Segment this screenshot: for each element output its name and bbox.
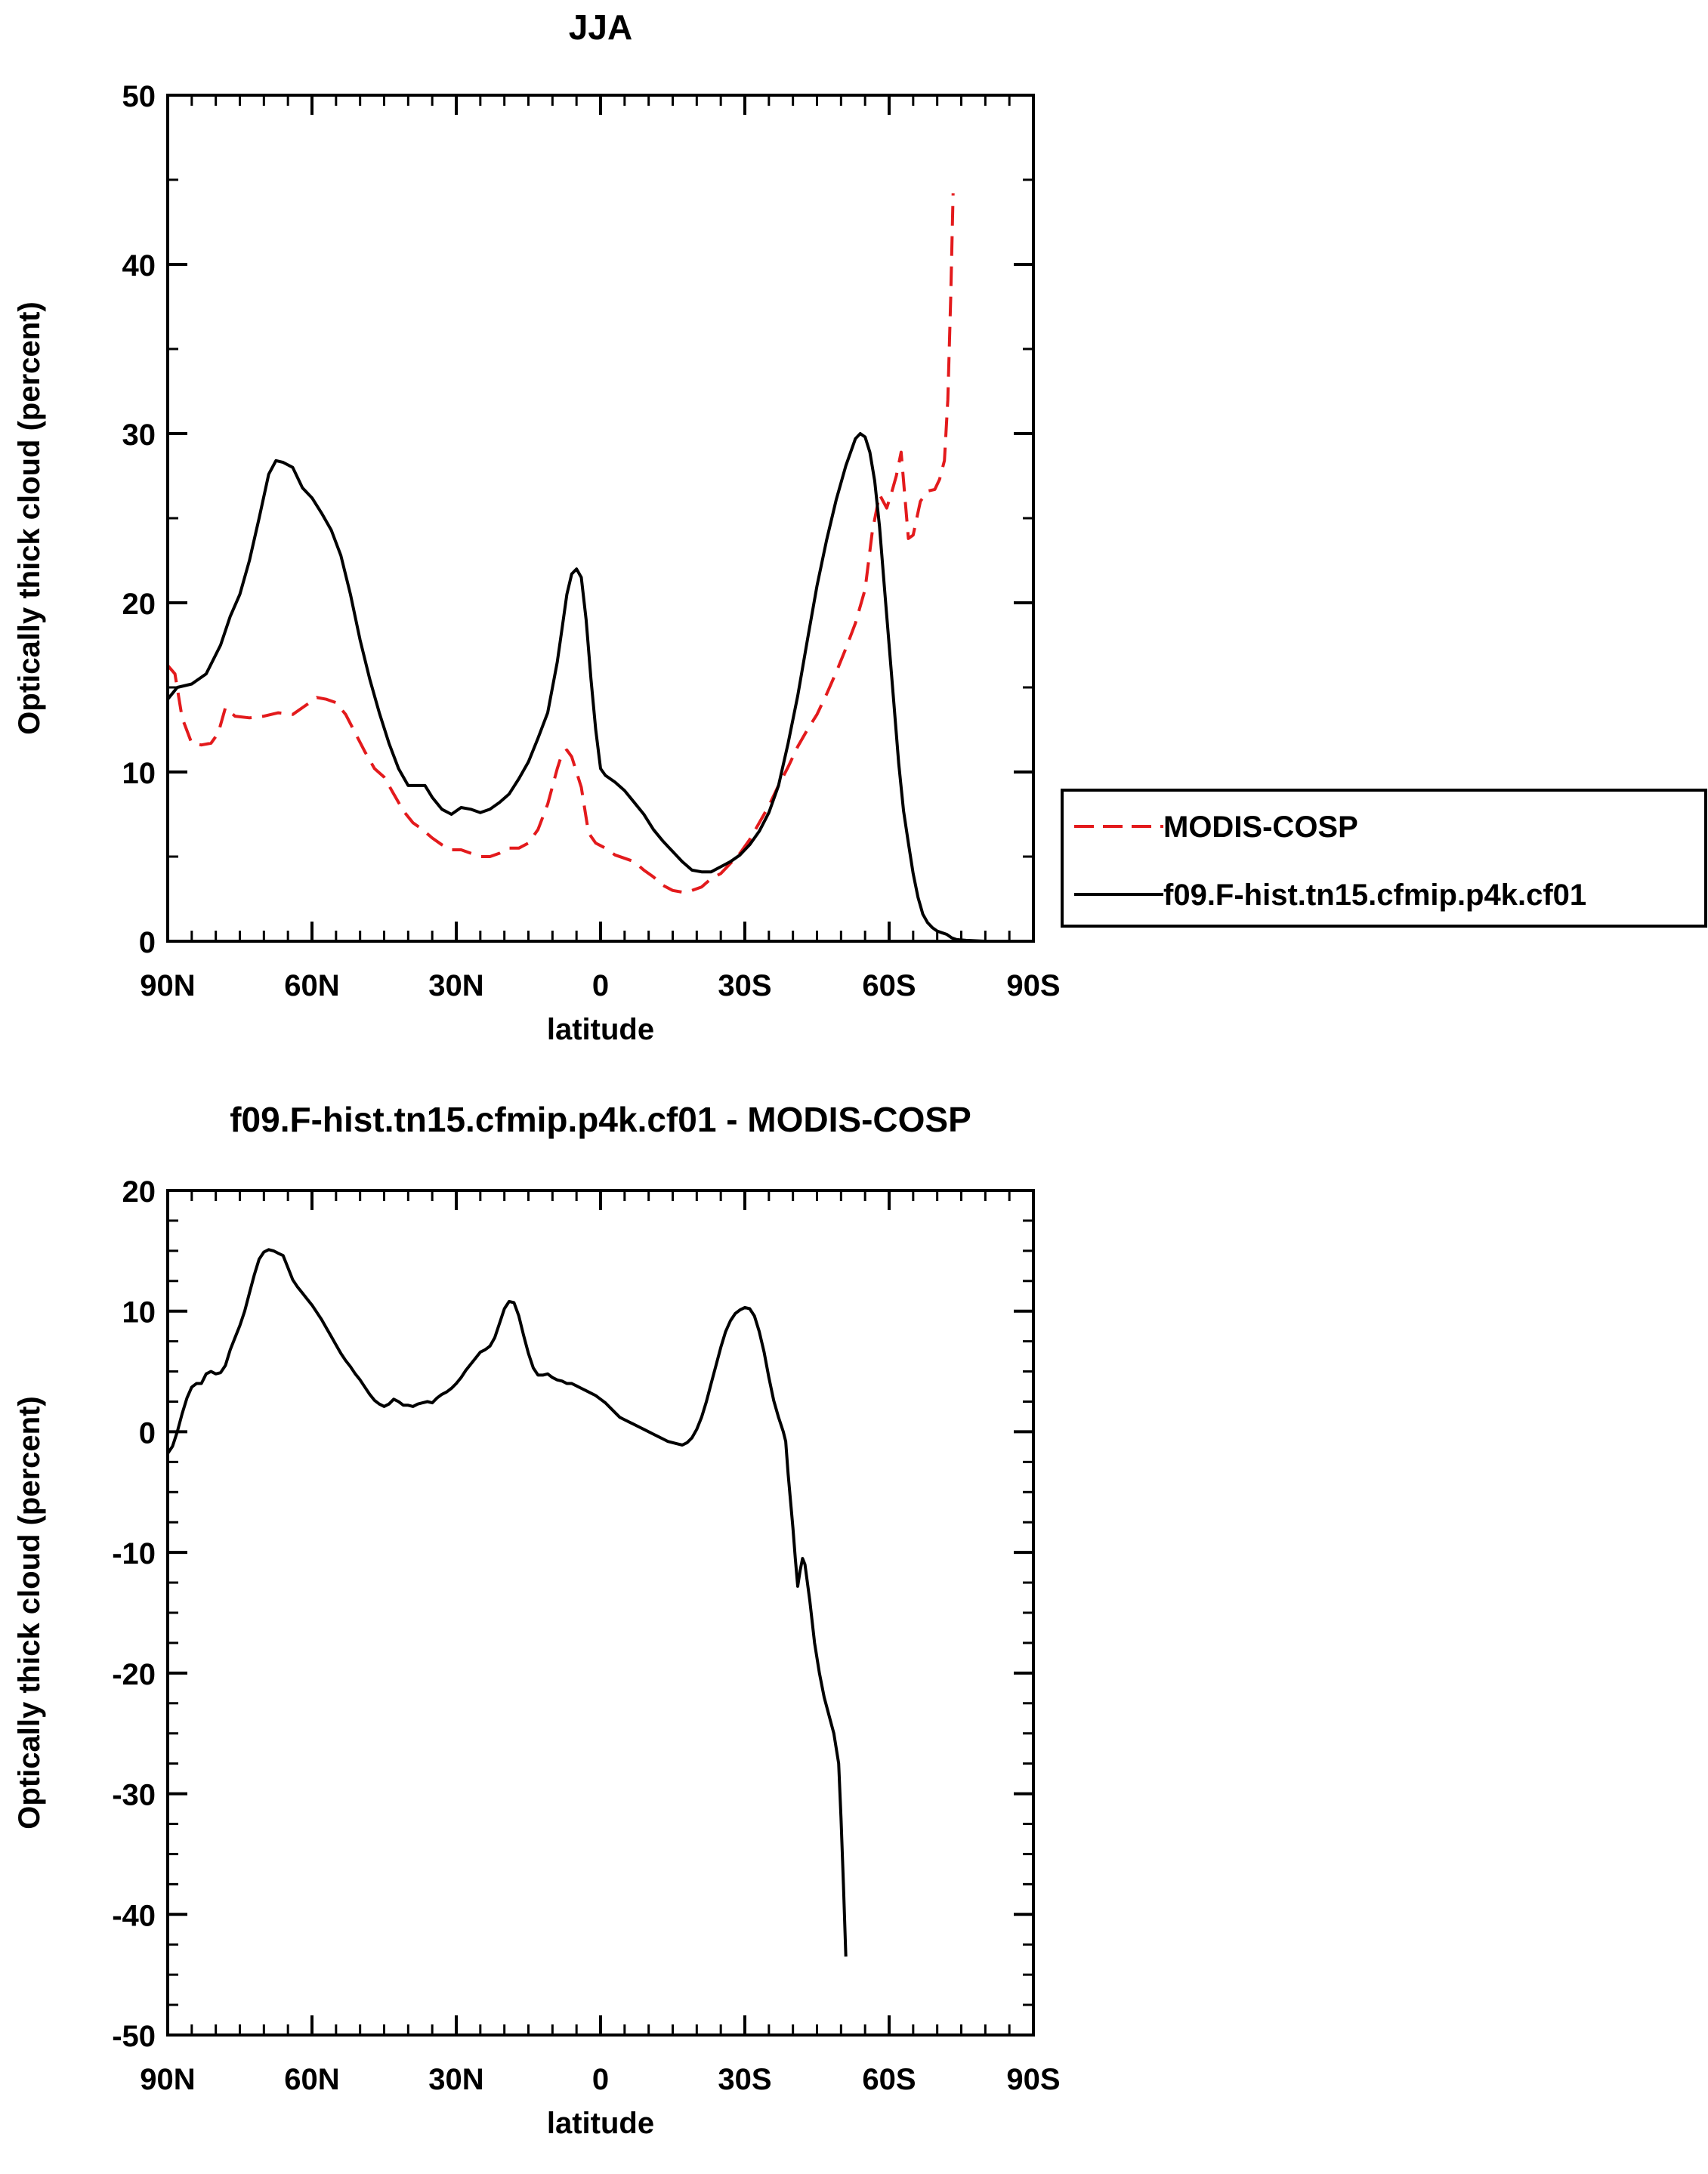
y-axis-label: Optically thick cloud (percent) xyxy=(13,1396,46,1829)
x-tick-label: 0 xyxy=(592,2063,609,2096)
series-line-2 xyxy=(168,432,986,941)
y-tick-label: 20 xyxy=(122,1175,156,1209)
plot-frame xyxy=(166,94,1035,943)
x-tick-label: 90S xyxy=(1006,2063,1060,2096)
y-tick-label: 10 xyxy=(122,1296,156,1329)
y-tick-label: 0 xyxy=(139,926,156,959)
y-tick-label: 40 xyxy=(122,249,156,283)
x-tick-label: 60S xyxy=(862,969,916,1002)
chart-panel-2: f09.F-hist.tn15.cfmip.p4k.cf01 - MODIS-C… xyxy=(13,1100,1061,2140)
y-tick-label: -40 xyxy=(112,1899,156,1932)
x-tick-label: 90N xyxy=(140,2063,195,2096)
legend: MODIS-COSP f09.F-hist.tn15.cfmip.p4k.cf01 xyxy=(1061,789,1707,928)
y-tick-label: 20 xyxy=(122,588,156,621)
chart-panel-1: JJA 0 10 20 30 40 50 90N 60N 30N 0 30S 60S 90S latitud… xyxy=(13,8,1061,1046)
x-tick-label: 90S xyxy=(1006,969,1060,1002)
plot-frame xyxy=(166,1189,1035,2037)
x-tick-label: 30N xyxy=(428,2063,483,2096)
y-axis-label: Optically thick cloud (percent) xyxy=(13,301,46,734)
x-axis-label: latitude xyxy=(547,2107,654,2140)
y-tick-label: -10 xyxy=(112,1537,156,1570)
chart-title: f09.F-hist.tn15.cfmip.p4k.cf01 - MODIS-C… xyxy=(230,1100,971,1139)
x-axis-label: latitude xyxy=(547,1013,654,1046)
x-tick-label: 30S xyxy=(718,969,771,1002)
x-tick-label: 90N xyxy=(140,969,195,1002)
legend-label-2: f09.F-hist.tn15.cfmip.p4k.cf01 xyxy=(1163,879,1586,912)
y-tick-label: 10 xyxy=(122,757,156,790)
y-tick-label: -50 xyxy=(112,2020,156,2053)
x-tick-label: 60N xyxy=(284,2063,339,2096)
x-tick-label: 60N xyxy=(284,969,339,1002)
y-tick-label: 30 xyxy=(122,418,156,452)
y-tick-label: -20 xyxy=(112,1658,156,1691)
legend-box xyxy=(1061,789,1707,928)
y-tick-label: 0 xyxy=(139,1416,156,1450)
series-line-1 xyxy=(168,193,955,894)
x-tick-label: 30S xyxy=(718,2063,771,2096)
chart-title: JJA xyxy=(569,8,632,47)
y-tick-label: 50 xyxy=(122,80,156,113)
chart-panels: JJA 0 10 20 30 40 50 90N 60N 30N 0 30S 60S 90S latitud… xyxy=(13,8,1061,2140)
series-line-1 xyxy=(168,1248,848,1957)
legend-label-1: MODIS-COSP xyxy=(1163,811,1358,844)
x-tick-label: 0 xyxy=(592,969,609,1002)
x-tick-label: 60S xyxy=(862,2063,916,2096)
x-tick-label: 30N xyxy=(428,969,483,1002)
y-tick-label: -30 xyxy=(112,1779,156,1812)
